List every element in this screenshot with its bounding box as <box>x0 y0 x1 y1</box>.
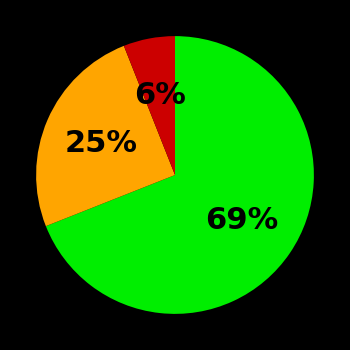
Wedge shape <box>46 36 314 314</box>
Text: 69%: 69% <box>205 206 278 235</box>
Wedge shape <box>124 36 175 175</box>
Wedge shape <box>36 46 175 226</box>
Text: 25%: 25% <box>64 128 138 158</box>
Text: 6%: 6% <box>134 81 186 110</box>
